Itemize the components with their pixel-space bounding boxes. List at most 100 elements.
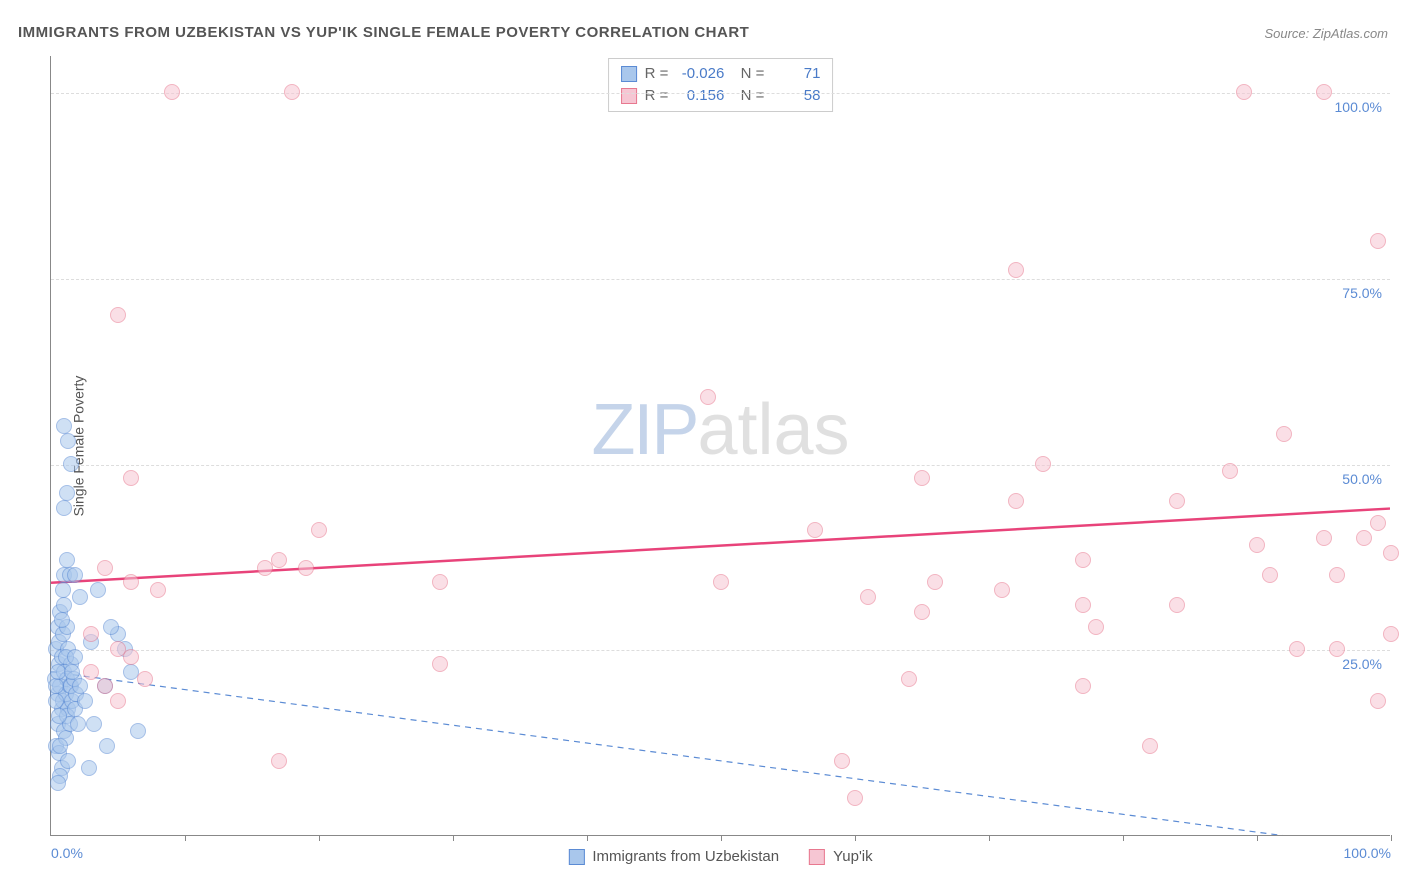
- data-point-series-1: [48, 678, 64, 694]
- data-point-series-2: [1236, 84, 1252, 100]
- data-point-series-2: [927, 574, 943, 590]
- data-point-series-2: [1008, 493, 1024, 509]
- r-label: R =: [645, 63, 669, 85]
- watermark-part2: atlas: [697, 390, 849, 470]
- x-tick-label: 0.0%: [51, 845, 83, 861]
- data-point-series-2: [1035, 456, 1051, 472]
- data-point-series-2: [123, 649, 139, 665]
- data-point-series-2: [1370, 693, 1386, 709]
- x-tick: [1391, 835, 1392, 841]
- data-point-series-1: [99, 738, 115, 754]
- data-point-series-1: [60, 753, 76, 769]
- data-point-series-2: [97, 560, 113, 576]
- data-point-series-2: [1383, 626, 1399, 642]
- chart-title: IMMIGRANTS FROM UZBEKISTAN VS YUP'IK SIN…: [18, 24, 749, 41]
- x-tick: [1123, 835, 1124, 841]
- gridline: [51, 93, 1390, 94]
- data-point-series-2: [432, 656, 448, 672]
- data-point-series-2: [123, 470, 139, 486]
- data-point-series-2: [1075, 678, 1091, 694]
- r-label: R =: [645, 85, 669, 107]
- gridline: [51, 650, 1390, 651]
- data-point-series-1: [67, 567, 83, 583]
- data-point-series-2: [1169, 493, 1185, 509]
- series-legend: Immigrants from Uzbekistan Yup'ik: [568, 848, 872, 865]
- data-point-series-2: [1329, 641, 1345, 657]
- data-point-series-1: [63, 456, 79, 472]
- data-point-series-1: [56, 418, 72, 434]
- scatter-plot-area: ZIPatlas R = -0.026 N = 71 R = 0.156 N =…: [50, 56, 1390, 836]
- data-point-series-2: [1316, 530, 1332, 546]
- data-point-series-1: [60, 433, 76, 449]
- data-point-series-2: [847, 790, 863, 806]
- x-tick: [319, 835, 320, 841]
- data-point-series-2: [914, 470, 930, 486]
- data-point-series-1: [81, 760, 97, 776]
- x-tick: [721, 835, 722, 841]
- data-point-series-1: [130, 723, 146, 739]
- data-point-series-2: [1222, 463, 1238, 479]
- x-tick: [989, 835, 990, 841]
- x-tick: [587, 835, 588, 841]
- watermark-part1: ZIP: [591, 390, 697, 470]
- data-point-series-2: [1075, 552, 1091, 568]
- correlation-stats-legend: R = -0.026 N = 71 R = 0.156 N = 58: [608, 58, 834, 112]
- data-point-series-2: [1142, 738, 1158, 754]
- data-point-series-2: [1249, 537, 1265, 553]
- gridline: [51, 465, 1390, 466]
- data-point-series-2: [1370, 515, 1386, 531]
- data-point-series-1: [72, 678, 88, 694]
- trend-lines: [51, 56, 1390, 835]
- data-point-series-2: [150, 582, 166, 598]
- data-point-series-1: [51, 708, 67, 724]
- data-point-series-2: [994, 582, 1010, 598]
- source-attribution: Source: ZipAtlas.com: [1264, 26, 1388, 41]
- y-tick-label: 75.0%: [1342, 285, 1382, 301]
- data-point-series-2: [1276, 426, 1292, 442]
- data-point-series-1: [54, 612, 70, 628]
- legend-swatch-1: [568, 849, 584, 865]
- data-point-series-2: [257, 560, 273, 576]
- legend-label-2: Yup'ik: [833, 848, 873, 865]
- data-point-series-1: [72, 589, 88, 605]
- watermark: ZIPatlas: [591, 389, 849, 471]
- data-point-series-2: [284, 84, 300, 100]
- series-2-r-value: 0.156: [676, 85, 724, 107]
- x-tick: [185, 835, 186, 841]
- y-tick-label: 25.0%: [1342, 656, 1382, 672]
- data-point-series-2: [1169, 597, 1185, 613]
- data-point-series-2: [1008, 262, 1024, 278]
- data-point-series-2: [110, 693, 126, 709]
- data-point-series-2: [834, 753, 850, 769]
- data-point-series-1: [59, 552, 75, 568]
- data-point-series-2: [110, 307, 126, 323]
- data-point-series-2: [713, 574, 729, 590]
- data-point-series-1: [56, 500, 72, 516]
- data-point-series-2: [807, 522, 823, 538]
- data-point-series-2: [1262, 567, 1278, 583]
- x-tick: [453, 835, 454, 841]
- data-point-series-1: [86, 716, 102, 732]
- data-point-series-2: [1075, 597, 1091, 613]
- data-point-series-1: [56, 597, 72, 613]
- data-point-series-1: [70, 716, 86, 732]
- data-point-series-2: [1356, 530, 1372, 546]
- series-1-swatch: [621, 66, 637, 82]
- data-point-series-2: [1329, 567, 1345, 583]
- data-point-series-1: [55, 582, 71, 598]
- n-label: N =: [732, 85, 764, 107]
- data-point-series-2: [298, 560, 314, 576]
- data-point-series-2: [164, 84, 180, 100]
- data-point-series-1: [52, 738, 68, 754]
- y-tick-label: 100.0%: [1335, 99, 1382, 115]
- data-point-series-2: [97, 678, 113, 694]
- data-point-series-1: [90, 582, 106, 598]
- data-point-series-1: [59, 485, 75, 501]
- data-point-series-2: [137, 671, 153, 687]
- legend-item-1: Immigrants from Uzbekistan: [568, 848, 779, 865]
- data-point-series-1: [50, 775, 66, 791]
- data-point-series-1: [48, 693, 64, 709]
- data-point-series-1: [67, 649, 83, 665]
- stats-row-series-1: R = -0.026 N = 71: [621, 63, 821, 85]
- x-tick: [1257, 835, 1258, 841]
